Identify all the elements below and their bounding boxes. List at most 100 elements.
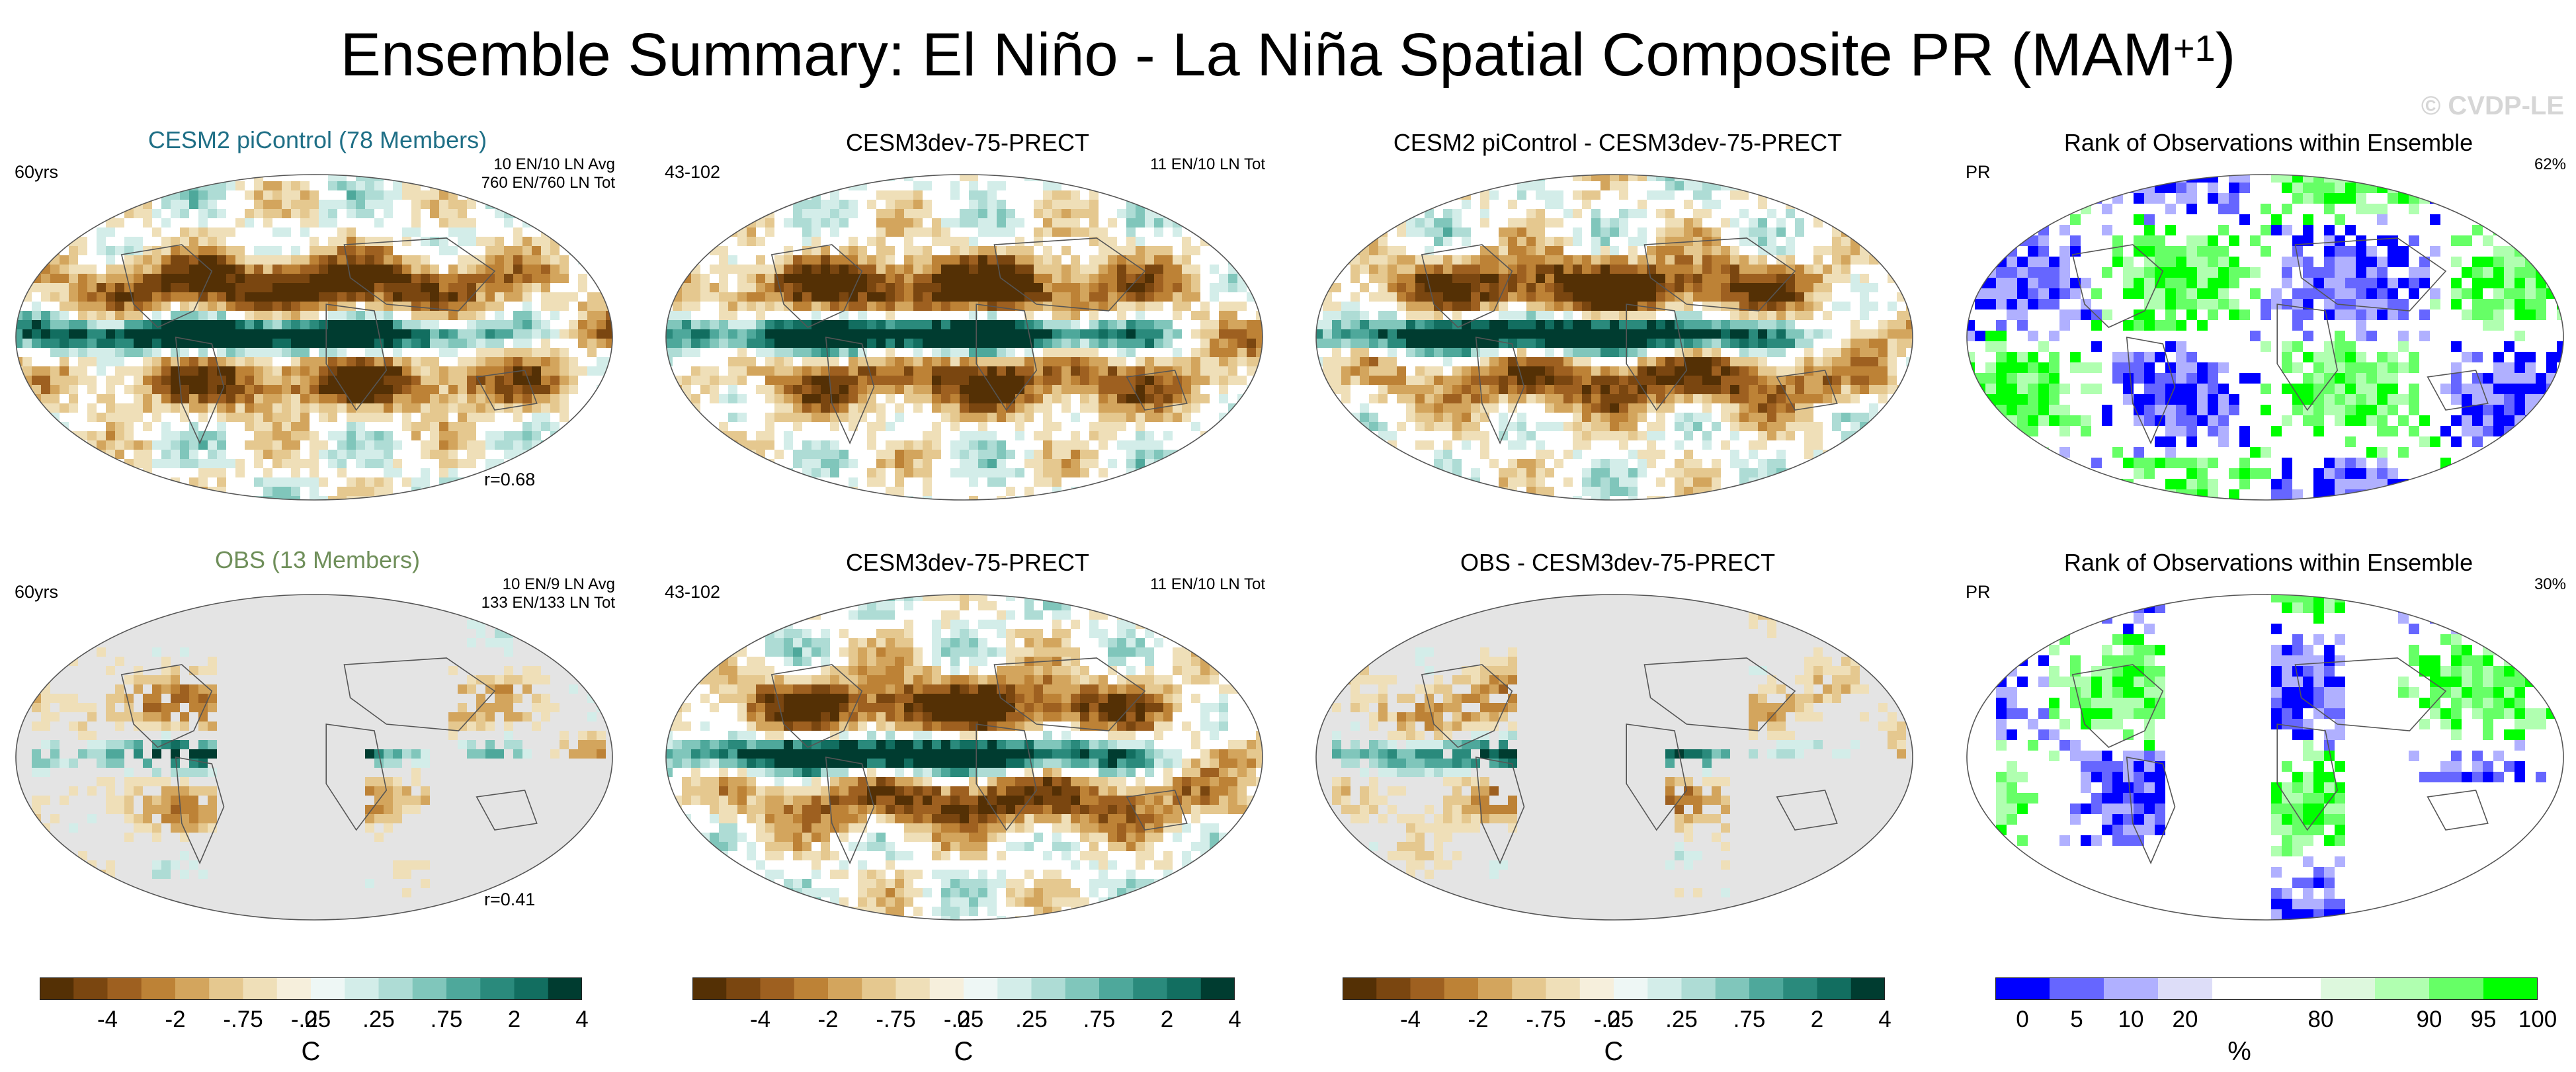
field-cell xyxy=(319,440,328,450)
field-cell xyxy=(719,394,728,403)
field-cell xyxy=(997,459,1006,468)
field-cell xyxy=(969,292,978,302)
field-cell xyxy=(171,440,180,450)
field-cell xyxy=(541,320,550,329)
field-cell xyxy=(411,292,421,302)
field-cell xyxy=(1061,394,1071,403)
field-cell xyxy=(1554,459,1563,468)
field-cell xyxy=(969,459,978,468)
field-cell xyxy=(458,274,467,283)
field-cell xyxy=(895,413,904,422)
field-cell xyxy=(337,376,347,385)
field-cell xyxy=(1813,376,1823,385)
field-cell xyxy=(1406,385,1415,394)
field-cell xyxy=(282,366,291,376)
field-cell xyxy=(1628,431,1638,440)
field-cell xyxy=(1526,227,1536,237)
field-cell xyxy=(1341,339,1350,348)
field-cell xyxy=(969,440,978,450)
field-cell xyxy=(932,366,941,376)
field-cell xyxy=(1360,181,1369,190)
field-cell xyxy=(393,339,402,348)
field-cell xyxy=(272,274,282,283)
field-cell xyxy=(1406,394,1415,403)
field-cell xyxy=(960,366,969,376)
field-cell xyxy=(143,348,152,357)
field-cell xyxy=(374,403,384,413)
field-cell xyxy=(913,181,923,190)
field-cell xyxy=(1786,413,1795,422)
field-cell xyxy=(106,200,115,209)
field-cell xyxy=(198,477,208,487)
field-cell xyxy=(458,227,467,237)
field-cell xyxy=(1489,274,1499,283)
field-cell xyxy=(560,357,569,366)
field-cell xyxy=(458,376,467,385)
field-cell xyxy=(22,366,32,376)
field-cell xyxy=(365,274,374,283)
field-cell xyxy=(310,209,319,218)
field-cell xyxy=(1767,265,1776,274)
field-cell xyxy=(337,200,347,209)
field-cell xyxy=(467,320,476,329)
field-cell xyxy=(1702,440,1712,450)
field-cell xyxy=(124,422,134,431)
field-cell xyxy=(1117,385,1126,394)
field-cell xyxy=(1721,376,1730,385)
field-cell xyxy=(41,376,50,385)
field-cell xyxy=(1638,376,1647,385)
field-cell xyxy=(282,274,291,283)
field-cell xyxy=(1043,181,1052,190)
field-cell xyxy=(347,487,356,496)
field-cell xyxy=(1434,348,1443,357)
field-cell xyxy=(180,190,189,200)
field-cell xyxy=(1406,413,1415,422)
field-cell xyxy=(180,274,189,283)
field-cell xyxy=(1256,348,1263,357)
field-cell xyxy=(597,175,606,181)
field-cell xyxy=(374,246,384,255)
field-cell xyxy=(1108,459,1117,468)
field-cell xyxy=(1767,227,1776,237)
field-cell xyxy=(691,376,700,385)
field-cell xyxy=(217,413,226,422)
field-cell xyxy=(673,255,682,265)
field-cell xyxy=(895,302,904,311)
field-cell xyxy=(1034,366,1043,376)
field-cell xyxy=(134,209,143,218)
field-cell xyxy=(1210,237,1219,246)
field-cell xyxy=(402,292,411,302)
field-cell xyxy=(1126,292,1136,302)
field-cell xyxy=(811,366,821,376)
field-cell xyxy=(1619,181,1628,190)
field-cell xyxy=(932,385,941,394)
field-cell xyxy=(1786,190,1795,200)
field-cell xyxy=(1693,459,1702,468)
field-cell xyxy=(300,227,310,237)
field-cell xyxy=(171,487,180,496)
field-cell xyxy=(1089,283,1099,292)
field-cell xyxy=(467,357,476,366)
field-cell xyxy=(1776,283,1786,292)
field-cell xyxy=(1591,413,1600,422)
field-cell xyxy=(254,209,263,218)
field-cell xyxy=(1061,339,1071,348)
field-cell xyxy=(987,311,997,320)
field-cell xyxy=(904,459,913,468)
field-cell xyxy=(987,413,997,422)
field-cell xyxy=(1452,403,1462,413)
field-cell xyxy=(1434,218,1443,227)
field-cell xyxy=(245,422,254,431)
field-cell xyxy=(356,292,365,302)
field-cell xyxy=(1397,302,1406,311)
field-cell xyxy=(923,394,932,403)
field-cell xyxy=(134,274,143,283)
field-cell xyxy=(1256,320,1263,329)
field-cell xyxy=(858,283,867,292)
field-cell xyxy=(774,366,784,376)
field-cell xyxy=(1210,283,1219,292)
field-cell xyxy=(1089,329,1099,339)
field-cell xyxy=(578,274,587,283)
field-cell xyxy=(1043,459,1052,468)
field-cell xyxy=(1906,292,1913,302)
